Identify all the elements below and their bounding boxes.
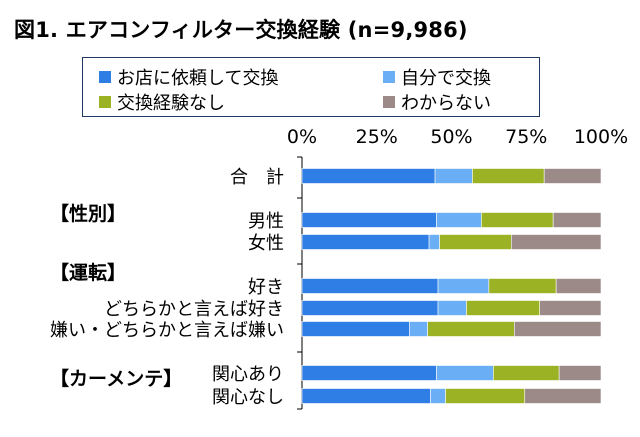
legend-swatch [383,96,395,108]
legend-swatch [99,71,111,83]
legend-label: 交換経験なし [117,93,225,114]
section-label: 【運転】 [50,261,126,284]
bar-segment [301,234,430,250]
legend-item: わからない [383,89,491,115]
legend-swatch [383,71,395,83]
bar-segment [437,278,490,294]
x-tick-label: 25% [356,126,398,148]
bar-segment [555,278,602,294]
category-label: 関心なし [212,387,284,408]
bar-segment [430,388,446,404]
category-label: 関心あり [212,364,284,385]
legend-item: お店に依頼して交換 [99,64,278,90]
legend-item: 交換経験なし [99,89,225,115]
bar-segment [445,388,526,404]
bar-segment [439,234,512,250]
bar-segment [428,234,440,250]
bar-segment [481,212,554,228]
category-label: どちらかと言えば好き [104,299,284,320]
bar-segment [409,321,428,337]
x-tick-label: 50% [430,126,472,148]
bar-segment [552,212,602,228]
bar-segment [493,365,560,381]
category-label: 女性 [248,233,284,254]
bar-segment [301,388,431,404]
bar-segment [513,321,602,337]
legend-label: わからない [401,93,491,114]
bar-segment [301,278,439,294]
bar-segment [543,168,602,184]
category-label: 合 計 [230,167,284,188]
x-tick-label: 0% [287,126,317,148]
bar-segment [510,234,602,250]
legend-swatch [99,96,111,108]
bar-segment [466,300,541,316]
category-label: 嫌い・どちらかと言えば嫌い [50,320,284,341]
x-tick-label: 100% [574,126,628,148]
section-label: 【性別】 [50,202,126,225]
bar-segment [301,212,437,228]
category-label: 好き [248,277,284,298]
legend: お店に依頼して交換 自分で交換 交換経験なし わからない [82,57,540,117]
bar-segment [434,168,473,184]
bar-segment [472,168,545,184]
section-label: 【カーメンテ】 [50,367,182,390]
bar-segment [488,278,557,294]
bar-segment [437,300,467,316]
legend-label: 自分で交換 [401,68,491,89]
bar-segment [301,168,436,184]
bar-segment [558,365,602,381]
bar-segment [301,321,410,337]
bar-segment [427,321,515,337]
category-label: 男性 [248,211,284,232]
bar-segment [301,365,437,381]
bar-segment [539,300,602,316]
legend-label: お店に依頼して交換 [117,68,279,89]
bar-segment [436,212,482,228]
x-tick-label: 75% [505,126,547,148]
legend-item: 自分で交換 [383,64,491,90]
bar-segment [524,388,602,404]
bar-segment [301,300,439,316]
bar-segment [436,365,494,381]
chart-title: 図1. エアコンフィルター交換経験 (n=9,986) [14,18,468,42]
